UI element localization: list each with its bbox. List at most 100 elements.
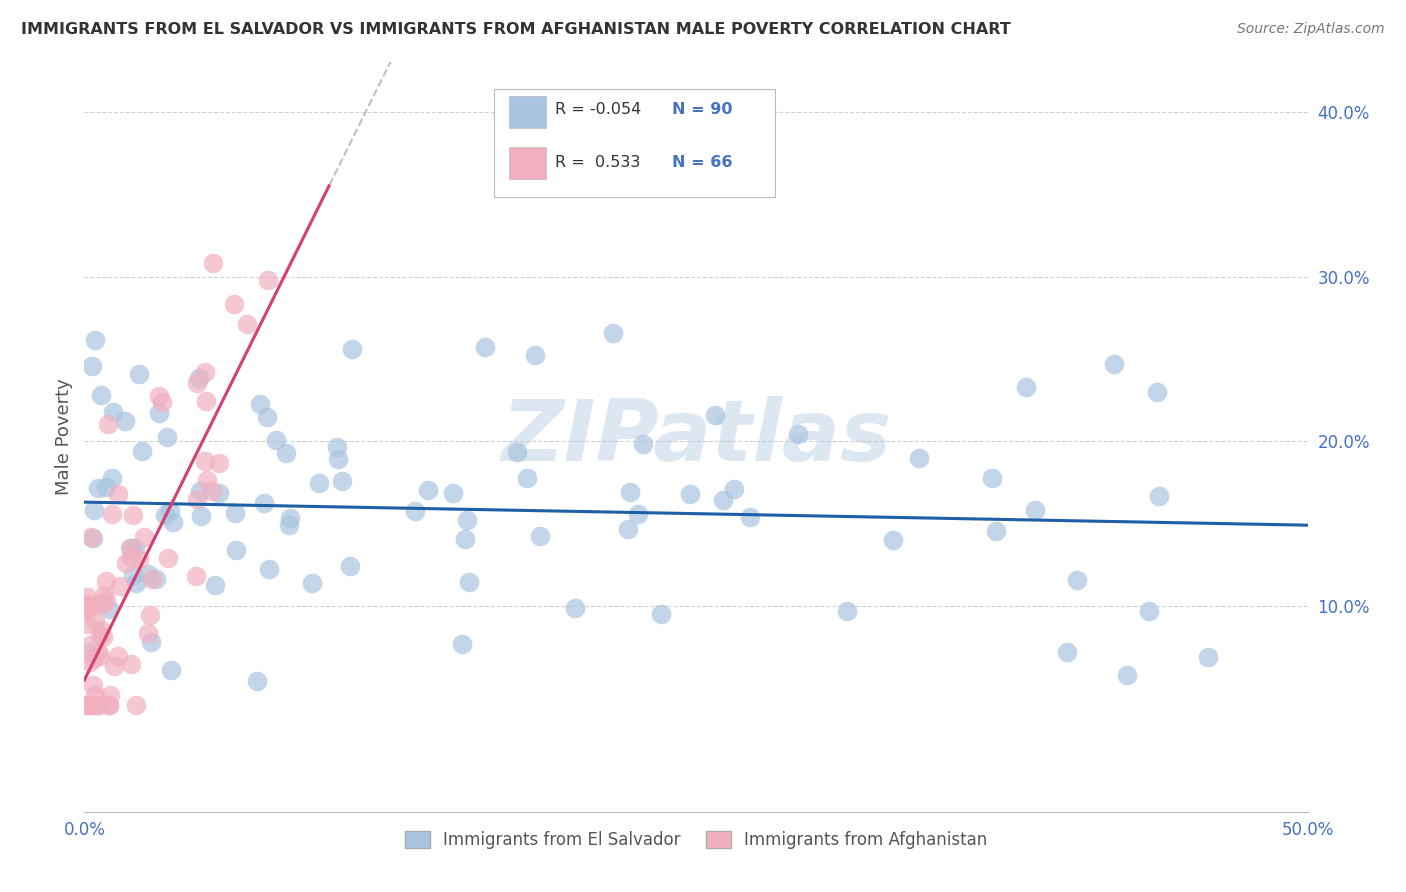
Point (97, 698, 120, 712)
Text: IMMIGRANTS FROM EL SALVADOR VS IMMIGRANTS FROM AFGHANISTAN MALE POVERTY CORRELAT: IMMIGRANTS FROM EL SALVADOR VS IMMIGRANT… (21, 22, 1011, 37)
Point (339, 559, 361, 574)
Point (86, 698, 108, 712)
Point (330, 474, 353, 488)
Point (87, 481, 110, 495)
Point (76, 698, 98, 712)
Point (103, 658, 125, 673)
Point (201, 483, 224, 498)
Point (136, 567, 159, 582)
Point (80, 698, 103, 712)
Point (139, 634, 162, 648)
Point (90, 623, 112, 637)
Point (617, 522, 640, 536)
Point (80, 530, 103, 544)
Point (131, 444, 153, 458)
Point (627, 507, 650, 521)
Point (114, 414, 136, 428)
Point (208, 456, 231, 470)
Point (97, 417, 120, 431)
Point (159, 504, 181, 518)
Point (89, 698, 111, 712)
Point (156, 430, 179, 444)
Point (1197, 650, 1219, 665)
Point (1137, 604, 1160, 618)
Point (208, 486, 231, 500)
Point (89, 649, 111, 664)
Point (523, 347, 546, 361)
Point (98, 688, 121, 702)
Point (76, 617, 98, 632)
Point (76, 598, 98, 612)
Point (325, 440, 347, 454)
Text: N = 66: N = 66 (672, 154, 733, 169)
Point (136, 626, 159, 640)
Point (1024, 503, 1046, 517)
Point (249, 397, 271, 411)
Text: R = -0.054: R = -0.054 (555, 103, 641, 117)
Text: ZIPatlas: ZIPatlas (501, 395, 891, 479)
Point (79, 655, 101, 669)
Point (740, 509, 762, 524)
Point (124, 541, 146, 555)
Point (138, 608, 160, 623)
Point (619, 484, 641, 499)
Point (194, 365, 217, 379)
Point (153, 508, 176, 523)
Point (76, 597, 98, 611)
Point (256, 272, 278, 286)
Point (454, 533, 477, 547)
Point (253, 496, 276, 510)
Point (224, 506, 246, 520)
Point (93, 589, 115, 603)
Point (837, 604, 859, 618)
Point (186, 569, 208, 583)
Point (984, 524, 1007, 539)
Point (125, 575, 148, 590)
Point (703, 408, 725, 422)
Point (186, 491, 208, 506)
Point (107, 649, 129, 664)
Point (83, 698, 105, 712)
Point (91, 597, 114, 611)
Point (90, 388, 112, 402)
Y-axis label: Male Poverty: Male Poverty (55, 379, 73, 495)
Point (257, 561, 280, 575)
Bar (509, 96, 546, 128)
Point (650, 607, 672, 621)
Point (76, 698, 98, 712)
Point (516, 471, 538, 485)
Point (79, 645, 101, 659)
Point (328, 451, 350, 466)
Point (1147, 489, 1170, 503)
Point (118, 541, 141, 556)
Point (148, 406, 170, 420)
Point (125, 698, 148, 712)
Point (278, 510, 301, 524)
Point (97, 602, 120, 616)
Point (121, 567, 143, 582)
FancyBboxPatch shape (494, 88, 776, 197)
Point (711, 493, 734, 508)
Point (458, 575, 481, 590)
Point (148, 389, 170, 403)
Point (236, 317, 259, 331)
Point (225, 542, 247, 557)
Point (82, 678, 104, 692)
Text: R =  0.533: R = 0.533 (555, 154, 641, 169)
Point (128, 552, 150, 566)
Point (274, 445, 297, 459)
Point (187, 371, 209, 385)
Point (1115, 668, 1137, 682)
Point (308, 475, 330, 490)
Point (1066, 573, 1088, 587)
Point (120, 550, 142, 565)
Point (91, 631, 114, 645)
Point (87, 645, 110, 659)
Point (564, 601, 586, 615)
Point (101, 405, 124, 419)
Point (195, 393, 218, 408)
Point (1056, 645, 1078, 659)
Point (188, 484, 211, 499)
Point (418, 483, 440, 497)
Point (79, 638, 101, 652)
